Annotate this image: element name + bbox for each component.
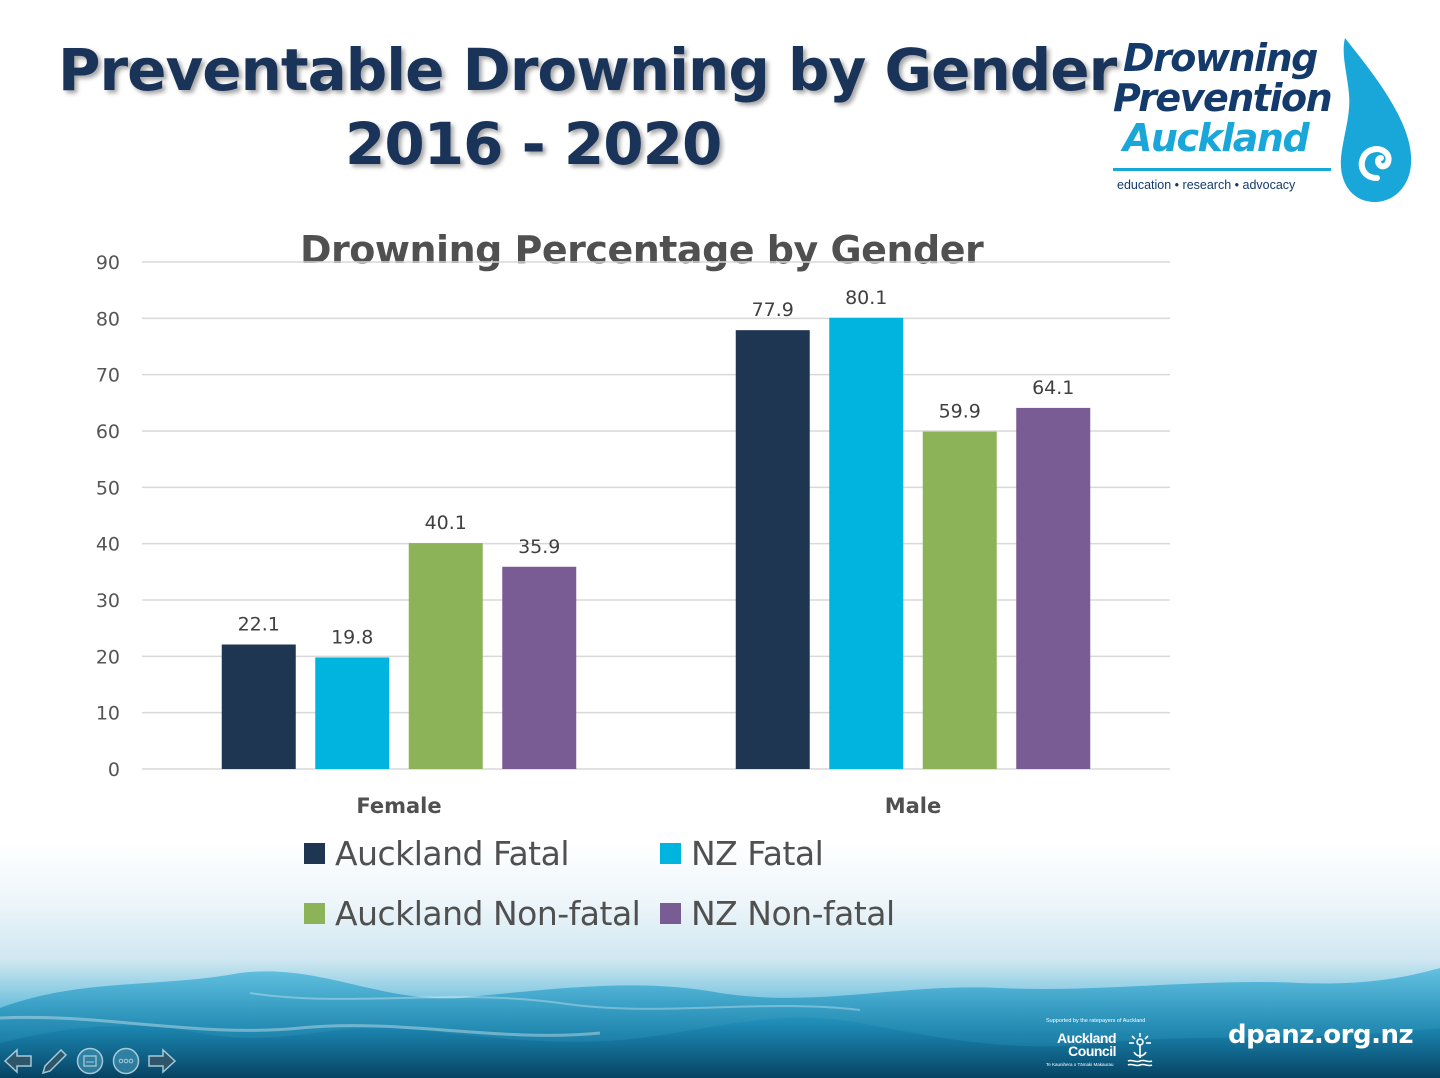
bar-nz-non-fatal-female: [502, 566, 577, 769]
legend-label: Auckland Fatal: [335, 834, 570, 873]
slideshow-controls: [2, 1044, 178, 1078]
slide-title-line2: 2016 - 2020: [345, 110, 722, 178]
legend-label: NZ Non-fatal: [691, 894, 895, 933]
ellipsis-icon: [112, 1047, 140, 1075]
legend-swatch: [660, 903, 681, 924]
legend-item-auckland-nonfatal: Auckland Non-fatal: [304, 894, 641, 933]
pohutukawa-flower-icon: [1127, 1033, 1153, 1067]
pen-tool-button[interactable]: [38, 1045, 70, 1077]
water-drop-icon: [1340, 38, 1412, 202]
bar-auckland-non-fatal-female: [408, 543, 483, 769]
data-label: 77.9: [752, 299, 794, 321]
y-tick-label: 70: [96, 365, 120, 387]
council-maori-name: Te Kaunihera o Tāmaki Makaurau: [1046, 1062, 1114, 1067]
data-label: 22.1: [238, 614, 280, 636]
more-options-button[interactable]: [110, 1045, 142, 1077]
council-name-line1: Auckland: [1056, 1030, 1117, 1046]
data-label: 19.8: [331, 626, 373, 648]
bar-auckland-fatal-female: [221, 644, 296, 769]
council-name-line2: Council: [1068, 1043, 1116, 1059]
y-tick-label: 80: [96, 308, 120, 330]
dpa-logo: Drowning Prevention Auckland education •…: [1105, 36, 1425, 206]
slide-title-line1: Preventable Drowning by Gender: [58, 36, 1117, 104]
y-tick-label: 10: [96, 703, 120, 725]
logo-text-line2: Prevention: [1113, 76, 1333, 120]
chart-legend: Auckland Fatal NZ Fatal Auckland Non-fat…: [304, 834, 944, 944]
legend-item-auckland-fatal: Auckland Fatal: [304, 834, 570, 873]
website-url: dpanz.org.nz: [1228, 1020, 1414, 1050]
bar-nz-fatal-male: [829, 317, 904, 769]
council-support-text: Supported by the ratepayers of Auckland: [1046, 1018, 1146, 1024]
legend-swatch: [304, 843, 325, 864]
logo-text-line3: Auckland: [1123, 116, 1310, 160]
chart-title: Drowning Percentage by Gender: [300, 228, 984, 272]
slides-icon: [76, 1047, 104, 1075]
ocean-wave-image: [0, 968, 1440, 1078]
data-label: 35.9: [518, 536, 560, 558]
bar-nz-fatal-female: [315, 657, 390, 769]
x-category-label: Female: [356, 794, 441, 818]
council-name: Auckland Council: [1054, 1030, 1117, 1059]
legend-label: NZ Fatal: [691, 834, 824, 873]
y-tick-label: 0: [108, 759, 120, 781]
y-tick-label: 20: [96, 646, 120, 668]
legend-label: Auckland Non-fatal: [335, 894, 641, 933]
data-label: 64.1: [1032, 377, 1074, 399]
arrow-right-icon: [148, 1048, 177, 1074]
slide-menu-button[interactable]: [74, 1045, 106, 1077]
logo-divider: [1113, 168, 1331, 171]
data-label: 59.9: [939, 401, 981, 423]
pen-icon: [41, 1048, 68, 1075]
next-slide-button[interactable]: [146, 1045, 178, 1077]
data-label: 40.1: [425, 512, 467, 534]
arrow-left-icon: [3, 1048, 32, 1074]
legend-item-nz-fatal: NZ Fatal: [660, 834, 824, 873]
data-label: 80.1: [845, 287, 887, 309]
bar-auckland-fatal-male: [735, 330, 810, 769]
y-tick-label: 60: [96, 421, 120, 443]
logo-tagline: education • research • advocacy: [1117, 178, 1296, 192]
legend-swatch: [660, 843, 681, 864]
x-category-label: Male: [885, 794, 942, 818]
legend-swatch: [304, 903, 325, 924]
legend-item-nz-nonfatal: NZ Non-fatal: [660, 894, 895, 933]
bar-nz-non-fatal-male: [1016, 407, 1091, 769]
bar-auckland-non-fatal-male: [922, 431, 997, 769]
auckland-council-logo: Supported by the ratepayers of Auckland …: [1044, 1018, 1164, 1074]
y-tick-label: 90: [96, 252, 120, 274]
previous-slide-button[interactable]: [2, 1045, 34, 1077]
y-tick-label: 40: [96, 534, 120, 556]
y-tick-label: 50: [96, 477, 120, 499]
logo-text-line1: Drowning: [1123, 36, 1318, 80]
y-tick-label: 30: [96, 590, 120, 612]
